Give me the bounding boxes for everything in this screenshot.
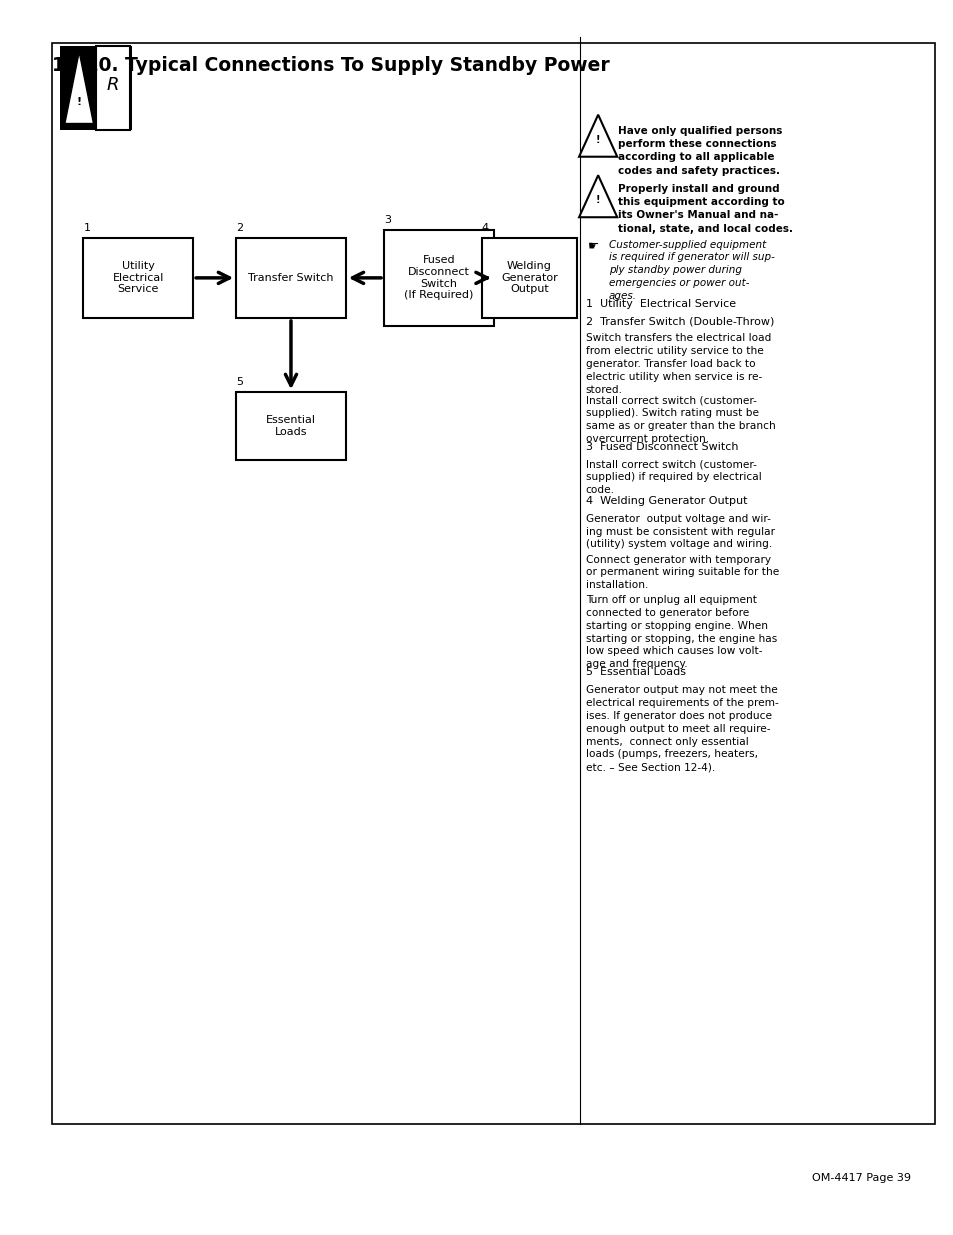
Text: Transfer Switch: Transfer Switch xyxy=(248,273,334,283)
FancyBboxPatch shape xyxy=(96,46,130,130)
FancyBboxPatch shape xyxy=(236,237,345,317)
Text: 4: 4 xyxy=(481,222,488,232)
Text: Have only qualified persons
perform these connections
according to all applicabl: Have only qualified persons perform thes… xyxy=(618,126,781,175)
FancyBboxPatch shape xyxy=(52,43,934,1124)
Text: !: ! xyxy=(76,98,82,107)
Polygon shape xyxy=(578,115,617,157)
Text: Customer-supplied equipment
is required if generator will sup-
ply standby power: Customer-supplied equipment is required … xyxy=(608,240,774,301)
Text: !: ! xyxy=(596,135,599,144)
Text: Fused
Disconnect
Switch
(If Required): Fused Disconnect Switch (If Required) xyxy=(404,256,473,300)
Text: ☛: ☛ xyxy=(587,240,598,253)
Text: 12-10. Typical Connections To Supply Standby Power: 12-10. Typical Connections To Supply Sta… xyxy=(52,56,610,74)
Text: Connect generator with temporary
or permanent wiring suitable for the
installati: Connect generator with temporary or perm… xyxy=(585,555,779,590)
Text: Essential
Loads: Essential Loads xyxy=(266,415,315,437)
FancyBboxPatch shape xyxy=(60,46,132,130)
Text: Generator output may not meet the
electrical requirements of the prem-
ises. If : Generator output may not meet the electr… xyxy=(585,685,778,772)
FancyBboxPatch shape xyxy=(236,391,345,459)
Text: 3  Fused Disconnect Switch: 3 Fused Disconnect Switch xyxy=(585,442,738,452)
Text: Generator  output voltage and wir-
ing must be consistent with regular
(utility): Generator output voltage and wir- ing mu… xyxy=(585,514,774,550)
Text: R: R xyxy=(106,77,119,94)
Text: Turn off or unplug all equipment
connected to generator before
starting or stopp: Turn off or unplug all equipment connect… xyxy=(585,595,776,669)
Text: 2: 2 xyxy=(236,222,243,232)
Polygon shape xyxy=(65,52,93,124)
Text: 4  Welding Generator Output: 4 Welding Generator Output xyxy=(585,496,746,506)
Text: Install correct switch (customer-
supplied). Switch rating must be
same as or gr: Install correct switch (customer- suppli… xyxy=(585,395,775,443)
Text: 2  Transfer Switch (Double-Throw): 2 Transfer Switch (Double-Throw) xyxy=(585,316,773,326)
Text: OM-4417 Page 39: OM-4417 Page 39 xyxy=(811,1173,910,1183)
Text: Switch transfers the electrical load
from electric utility service to the
genera: Switch transfers the electrical load fro… xyxy=(585,333,770,395)
Text: !: ! xyxy=(596,195,599,205)
Text: 3: 3 xyxy=(383,215,391,225)
Text: Install correct switch (customer-
supplied) if required by electrical
code.: Install correct switch (customer- suppli… xyxy=(585,459,760,495)
Text: 1: 1 xyxy=(84,222,91,232)
FancyBboxPatch shape xyxy=(383,230,494,326)
Text: Welding
Generator
Output: Welding Generator Output xyxy=(500,262,558,294)
Text: Properly install and ground
this equipment according to
its Owner's Manual and n: Properly install and ground this equipme… xyxy=(618,184,792,233)
Text: 1  Utility  Electrical Service: 1 Utility Electrical Service xyxy=(585,299,735,309)
FancyBboxPatch shape xyxy=(481,237,577,317)
Text: Utility
Electrical
Service: Utility Electrical Service xyxy=(112,262,164,294)
Text: 5: 5 xyxy=(236,377,243,388)
Text: 5  Essential Loads: 5 Essential Loads xyxy=(585,667,685,677)
FancyBboxPatch shape xyxy=(84,237,193,317)
Polygon shape xyxy=(578,175,617,217)
